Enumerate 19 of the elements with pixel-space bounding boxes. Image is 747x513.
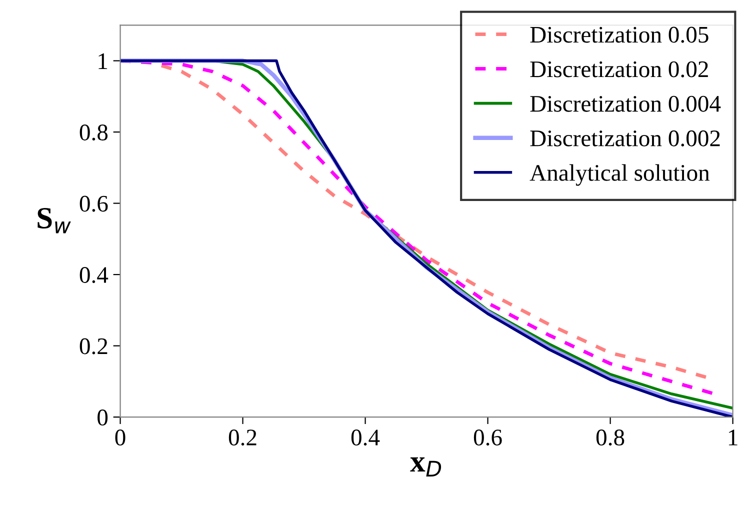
y-tick-label: 0: [98, 410, 108, 426]
x-axis-title: x$_{D}$: [410, 457, 442, 476]
legend-label: Discretization 0.002: [530, 130, 720, 146]
y-tick-label: 0.2: [80, 338, 108, 354]
y-tick-label: 1: [98, 53, 108, 69]
x-tick-label: 0.4: [351, 430, 380, 446]
y-tick-label: 0.6: [80, 196, 108, 212]
x-tick-label: 1: [728, 430, 738, 446]
y-tick-label: 0.4: [80, 267, 108, 284]
legend-label: Discretization 0.05: [530, 26, 708, 43]
x-tick-label: 0.6: [474, 430, 502, 446]
legend-label: Discretization 0.02: [530, 61, 708, 78]
legend-label: Discretization 0.004: [530, 96, 721, 112]
y-axis-title: S$_{w}$: [38, 208, 71, 234]
x-tick-label: 0.2: [228, 430, 256, 446]
x-tick-label: 0.8: [596, 430, 624, 446]
legend-label: Analytical solution: [530, 164, 710, 186]
y-tick-label: 0.8: [80, 124, 108, 141]
x-tick-label: 0: [115, 430, 126, 446]
